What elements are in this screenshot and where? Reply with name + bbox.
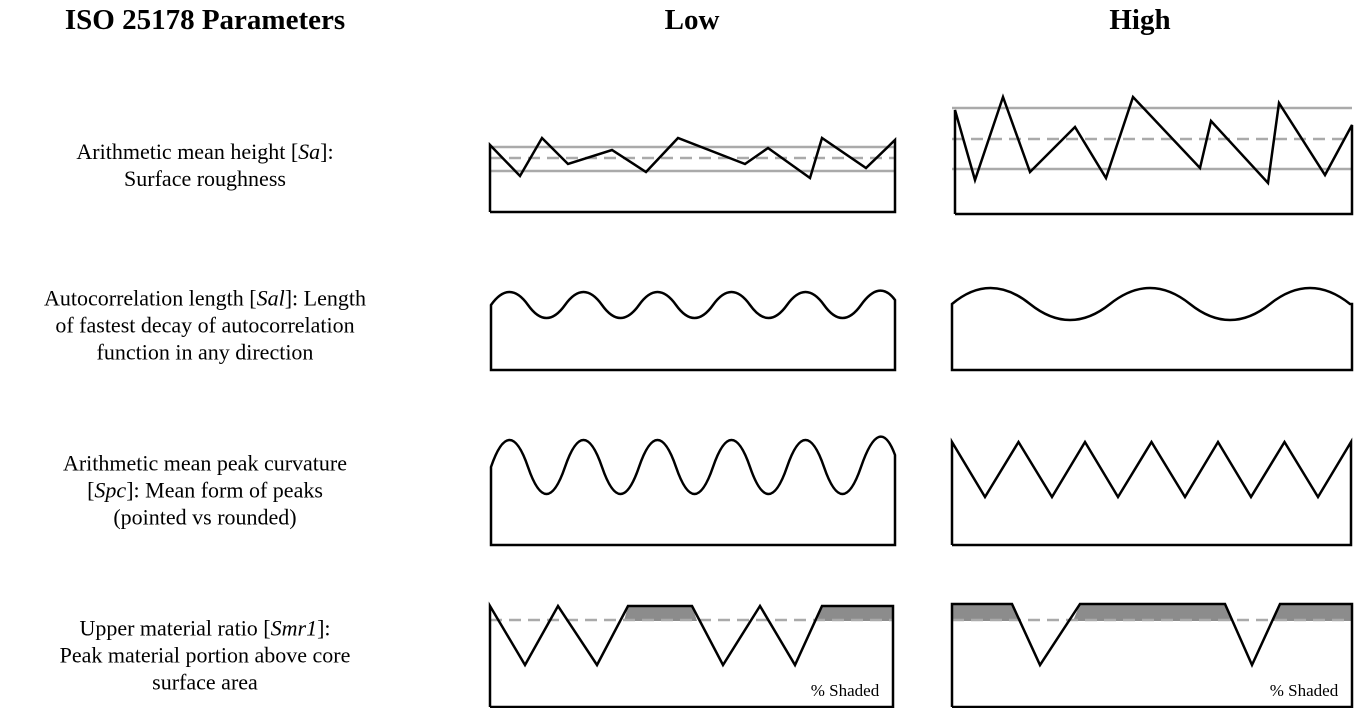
parameter-label: Autocorrelation length [Sal]: Length of f…: [5, 285, 405, 366]
label-line: Arithmetic mean peak curvature: [5, 450, 405, 477]
shaded-peak: [817, 606, 893, 621]
surface-profile: [953, 93, 1354, 216]
label-text: of fastest decay of autocorrelation: [55, 312, 355, 338]
surface-profile: [950, 286, 1354, 372]
label-text: Upper material ratio [: [79, 615, 271, 641]
parameter-label: Arithmetic mean peak curvature [Spc]: Mea…: [5, 450, 405, 531]
label-text: ]: Length: [284, 285, 366, 311]
parameter-label: Arithmetic mean height [Sa]: Surface roug…: [5, 138, 405, 192]
surface-profile: [489, 289, 897, 372]
surface-profile: [488, 135, 897, 214]
label-text: Peak material portion above core: [59, 642, 351, 668]
label-line: Arithmetic mean height [Sa]:: [5, 138, 405, 165]
parameter-symbol: Sa: [298, 139, 321, 164]
column-title: Low: [664, 4, 720, 36]
shaded-peak: [1073, 604, 1232, 621]
parameter-label: Upper material ratio [Smr1]: Peak materia…: [5, 615, 405, 696]
label-text: Arithmetic mean height [: [76, 139, 299, 164]
label-line: Autocorrelation length [Sal]: Length: [5, 285, 405, 312]
label-line: [Spc]: Mean form of peaks: [5, 477, 405, 504]
label-text: ]:: [317, 615, 331, 641]
note: % Shaded: [1270, 681, 1339, 700]
label-line: (pointed vs rounded): [5, 504, 405, 531]
label-text: ]:: [320, 139, 334, 164]
parameter-symbol: Sal: [256, 285, 285, 311]
shaded-peak: [624, 606, 697, 621]
column-title: High: [1109, 4, 1171, 36]
label-text: Surface roughness: [124, 166, 286, 191]
note: % Shaded: [811, 681, 880, 700]
surface-profile: [489, 435, 897, 547]
label-text: [: [87, 477, 95, 503]
label-line: Surface roughness: [5, 165, 405, 192]
label-text: ]: Mean form of peaks: [126, 477, 323, 503]
parameter-symbol: Spc: [94, 477, 127, 503]
column-title: ISO 25178 Parameters: [64, 4, 346, 36]
label-text: surface area: [152, 669, 258, 695]
label-text: Arithmetic mean peak curvature: [62, 450, 348, 476]
label-line: function in any direction: [5, 339, 405, 366]
shaded-peak: [1273, 604, 1352, 621]
label-line: Upper material ratio [Smr1]:: [5, 615, 405, 642]
surface-profile: [950, 602, 1354, 708]
surface-profile: [488, 601, 895, 708]
label-line: of fastest decay of autocorrelation: [5, 312, 405, 339]
label-line: surface area: [5, 669, 405, 696]
label-text: function in any direction: [96, 339, 314, 365]
label-text: (pointed vs rounded): [113, 504, 297, 530]
label-line: Peak material portion above core: [5, 642, 405, 669]
parameter-symbol: Smr1: [270, 615, 318, 641]
label-text: Autocorrelation length [: [44, 285, 257, 311]
surface-profile: [950, 437, 1353, 547]
shaded-peak: [952, 604, 1019, 621]
